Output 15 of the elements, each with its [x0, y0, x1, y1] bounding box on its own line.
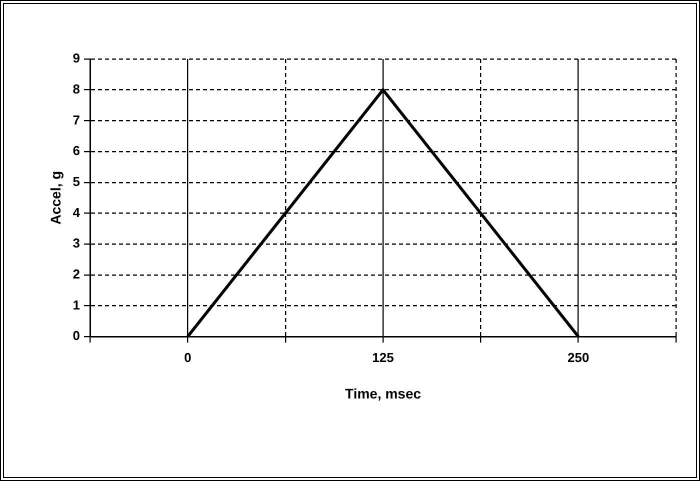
y-tick-label: 1 — [72, 297, 80, 312]
y-tick-label: 7 — [72, 112, 80, 128]
y-tick-label: 2 — [72, 266, 80, 282]
y-tick-label: 3 — [72, 236, 80, 251]
y-tick-label: 9 — [72, 50, 80, 66]
y-tick-label: 5 — [72, 174, 80, 189]
x-axis-title: Time, msec — [345, 385, 422, 402]
y-tick-label: 0 — [72, 328, 80, 344]
y-tick-label: 4 — [72, 204, 81, 220]
y-tick-label: 6 — [72, 143, 80, 158]
x-tick-label: 250 — [567, 350, 590, 365]
y-axis-title: Accel, g — [47, 170, 64, 225]
x-tick-label: 0 — [184, 350, 192, 365]
x-tick-label: 125 — [372, 350, 394, 365]
y-tick-label: 8 — [72, 81, 80, 96]
